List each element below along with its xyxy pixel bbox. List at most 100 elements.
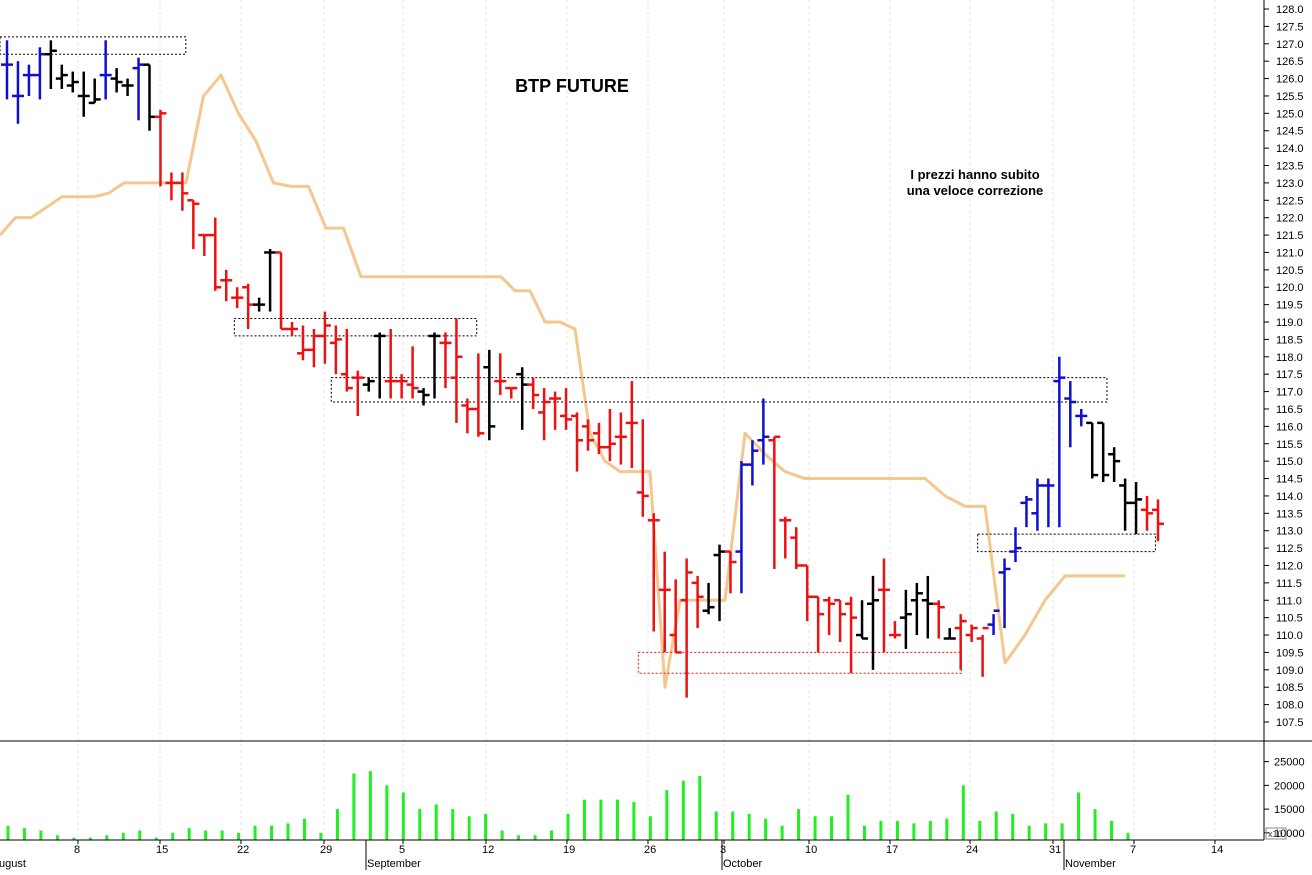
ohlc-bar [1064, 381, 1077, 448]
price-tick-label: 116.0 [1276, 421, 1303, 433]
x-tick-label: 19 [563, 844, 575, 856]
ohlc-bar [636, 419, 649, 517]
consolidation-box [233, 318, 478, 337]
ohlc-bar [395, 374, 408, 399]
ohlc-bar [888, 621, 901, 639]
ohlc-bar [691, 575, 704, 629]
ohlc-bar [757, 398, 770, 465]
ohlc-bar [987, 609, 1000, 636]
x-tick-label: 26 [644, 844, 656, 856]
box-layer [0, 36, 1156, 674]
ohlc-bar [1053, 356, 1066, 528]
ohlc-bar [44, 40, 57, 89]
ohlc-bar [1075, 408, 1088, 427]
price-tick-label: 115.5 [1276, 439, 1303, 451]
price-tick-label: 112.5 [1276, 543, 1303, 555]
price-tick-label: 108.0 [1276, 700, 1304, 712]
ohlc-bar-layer [1, 40, 1164, 698]
price-tick-label: 127.5 [1276, 21, 1304, 33]
price-tick-label: 127.0 [1276, 39, 1304, 51]
ohlc-bar [1, 40, 13, 100]
ohlc-bar [154, 109, 167, 187]
ohlc-bar [1141, 495, 1154, 531]
ohlc-bar [66, 71, 79, 93]
ohlc-bar [954, 614, 967, 670]
x-tick-label: 10 [805, 844, 817, 856]
annotation-line-2: una veloce correzione [907, 183, 1044, 198]
x-tick-label: 31 [1049, 844, 1061, 856]
ohlc-bar [724, 550, 737, 594]
ohlc-bar [286, 322, 299, 336]
ohlc-bar [527, 377, 540, 409]
volume-tick-label: 20000 [1274, 780, 1305, 792]
price-tick-label: 119.5 [1276, 300, 1303, 312]
month-label: November [1065, 858, 1116, 870]
price-tick-label: 107.5 [1276, 717, 1304, 729]
ohlc-bar [231, 287, 244, 309]
ohlc-bar [351, 370, 364, 416]
price-tick-label: 118.0 [1276, 352, 1303, 364]
price-tick-label: 116.5 [1276, 404, 1303, 416]
price-tick-label: 124.5 [1276, 126, 1304, 138]
ohlc-bar [910, 582, 923, 636]
ohlc-bar [220, 269, 233, 302]
month-label: October [723, 858, 762, 870]
ohlc-bar [834, 599, 847, 642]
price-tick-label: 118.5 [1276, 334, 1303, 346]
ohlc-bar [505, 386, 518, 399]
ohlc-bar [1020, 495, 1033, 528]
ohlc-bar [428, 332, 441, 399]
volume-layer [6, 771, 1130, 840]
ohlc-bar [1108, 447, 1121, 483]
x-tick-label: 14 [1211, 844, 1223, 856]
price-tick-label: 125.5 [1276, 91, 1304, 103]
price-tick-label: 119.0 [1276, 317, 1303, 329]
ohlc-bar [943, 628, 956, 640]
ohlc-bar [1009, 527, 1022, 563]
price-tick-label: 109.5 [1276, 647, 1304, 659]
ohlc-bar [625, 381, 638, 469]
ohlc-bar [329, 325, 342, 375]
price-tick-label: 117.5 [1276, 369, 1303, 381]
ohlc-bar [658, 551, 671, 653]
ohlc-bar [856, 600, 869, 640]
x-tick-label: 15 [156, 844, 168, 856]
price-tick-label: 112.0 [1276, 560, 1303, 572]
price-tick-label: 120.0 [1276, 282, 1304, 294]
ohlc-bar [998, 558, 1011, 629]
price-tick-label: 123.5 [1276, 161, 1304, 173]
volume-multiplier-box [1265, 827, 1287, 840]
ohlc-bar [823, 596, 836, 636]
ohlc-bar [603, 408, 616, 462]
price-tick-label: 121.0 [1276, 247, 1304, 259]
price-tick-label: 111.0 [1276, 595, 1302, 607]
ohlc-bar [702, 582, 715, 615]
price-tick-label: 114.5 [1276, 474, 1303, 486]
ohlc-bar [450, 318, 463, 423]
ohlc-bar [472, 353, 485, 437]
price-tick-label: 111.5 [1276, 578, 1302, 590]
ohlc-bar [877, 558, 890, 653]
month-label: September [367, 858, 421, 870]
ohlc-bar [746, 440, 759, 486]
consolidation-box [0, 36, 187, 55]
price-tick-label: 114.0 [1276, 491, 1303, 503]
ohlc-bar [1130, 482, 1143, 535]
price-tick-label: 124.0 [1276, 143, 1304, 155]
ohlc-bar [581, 419, 594, 451]
ohlc-bar [768, 435, 781, 569]
annotation-line-1: I prezzi hanno subito [910, 167, 1039, 182]
price-tick-label: 113.0 [1276, 526, 1303, 538]
x-tick-label: 8 [74, 844, 80, 856]
ohlc-bar [1086, 421, 1099, 479]
month-label: ugust [0, 858, 26, 870]
price-tick-label: 121.5 [1276, 230, 1304, 242]
ohlc-bar [845, 596, 858, 674]
ohlc-bar [253, 297, 266, 312]
ohlc-bar [77, 71, 90, 117]
ohlc-bar [494, 353, 507, 396]
ohlc-bar [340, 328, 353, 392]
